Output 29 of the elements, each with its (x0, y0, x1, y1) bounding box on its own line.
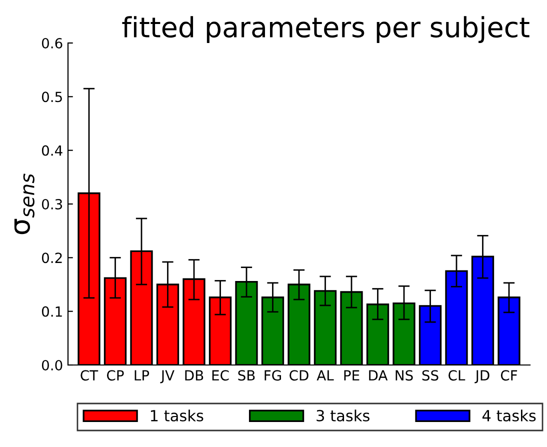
y-tick-label: 0.5 (42, 92, 62, 102)
legend-label: 4 tasks (482, 410, 536, 422)
x-tick-label: CP (106, 370, 124, 381)
legend-label: 1 tasks (150, 410, 204, 422)
legend-label: 3 tasks (316, 410, 370, 422)
y-tick-label: 0.1 (42, 306, 62, 317)
y-tick-label: 0.2 (42, 252, 62, 264)
x-tick-label: DA (369, 370, 388, 380)
y-tick-label: 0.4 (42, 145, 62, 156)
x-tick-label: CD (290, 370, 308, 381)
x-tick-label: PE (344, 370, 360, 380)
x-tick-label: LP (134, 370, 150, 380)
y-tick-label: 0.6 (42, 38, 62, 48)
x-tick-label: CT (80, 370, 98, 381)
x-tick-label: DB (185, 370, 204, 380)
chart-title: fitted parameters per subject (122, 16, 530, 43)
x-tick-label: CF (500, 370, 518, 381)
x-tick-label: SB (238, 370, 255, 381)
x-tick-label: EC (212, 370, 229, 381)
x-tick-label: JV (160, 370, 174, 384)
y-axis-title: σ$_{sens}$ (14, 174, 34, 234)
x-tick-label: SS (422, 370, 438, 381)
y-tick-label: 0.3 (42, 198, 62, 210)
y-tick-label: 0.0 (42, 360, 62, 370)
x-tick-label: JD (474, 370, 490, 384)
x-tick-label: FG (264, 370, 281, 381)
x-tick-label: NS (396, 370, 413, 381)
x-tick-label: AL (316, 370, 334, 380)
x-tick-label: CL (448, 370, 466, 381)
